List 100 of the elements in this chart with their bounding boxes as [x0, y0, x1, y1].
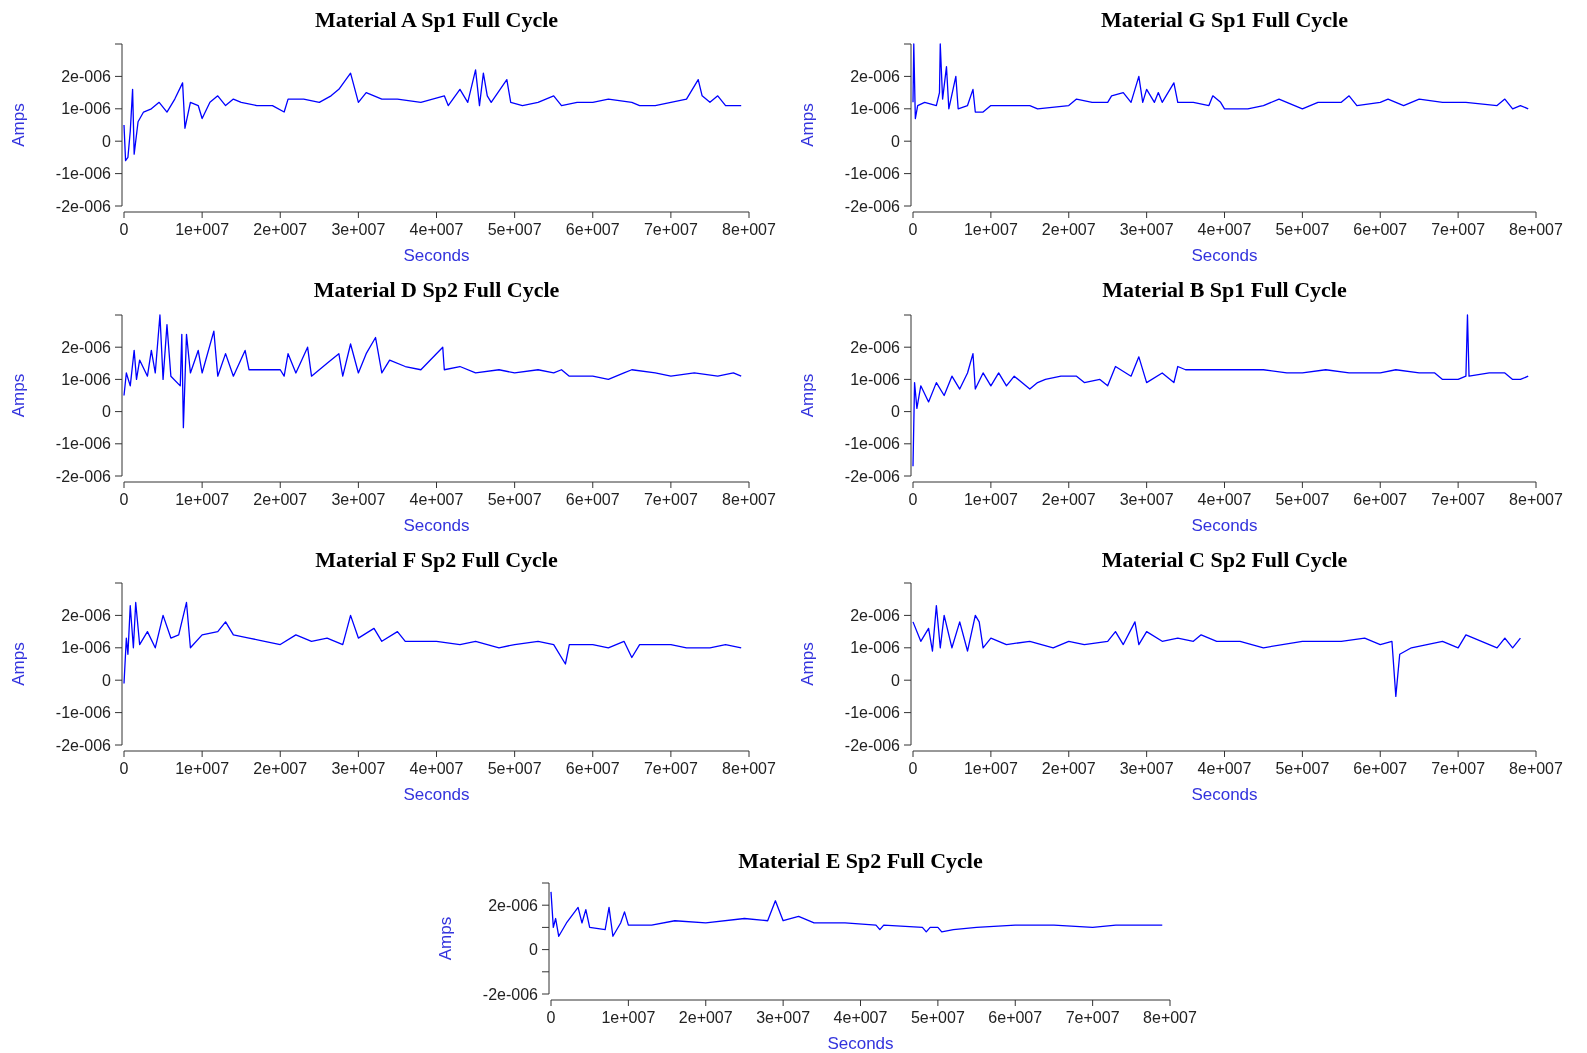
x-tick-label: 8e+007: [1509, 221, 1564, 238]
x-tick-label: 3e+007: [1119, 221, 1174, 238]
x-tick-label: 0: [119, 221, 129, 238]
y-axis-title: Amps: [798, 103, 817, 147]
chart-title: Material C Sp2 Full Cycle: [1101, 547, 1348, 572]
x-tick-label: 3e+007: [331, 221, 386, 238]
x-tick-label: 4e+007: [1197, 221, 1252, 238]
x-tick-label: 8e+007: [722, 491, 777, 508]
y-tick-label: 2e-006: [61, 338, 112, 356]
y-axis-title: Amps: [436, 916, 455, 961]
y-tick-label: 2e-006: [488, 896, 539, 914]
x-tick-label: 1e+007: [963, 491, 1018, 508]
x-tick-label: 7e+007: [1431, 760, 1486, 777]
x-tick-label: 0: [119, 760, 129, 777]
y-tick-label: -1e-006: [55, 435, 112, 453]
y-tick-label: 1e-006: [850, 371, 901, 388]
x-tick-label: 7e+007: [643, 491, 698, 508]
y-tick-label: 0: [529, 941, 539, 959]
y-tick-label: -2e-006: [844, 736, 901, 754]
x-tick-label: 2e+007: [253, 760, 308, 777]
x-tick-label: 7e+007: [643, 760, 698, 777]
x-tick-label: 7e+007: [1431, 491, 1486, 508]
chart-title: Material E Sp2 Full Cycle: [738, 848, 983, 873]
x-axis-title: Seconds: [1191, 516, 1258, 535]
x-tick-label: 8e+007: [1509, 760, 1564, 777]
x-tick-label: 6e+007: [1353, 760, 1408, 777]
x-tick-label: 0: [908, 491, 918, 508]
x-tick-label: 5e+007: [1275, 760, 1330, 777]
x-axis-title: Seconds: [1191, 246, 1258, 265]
y-tick-label: 1e-006: [61, 371, 112, 388]
x-tick-label: 2e+007: [678, 1009, 733, 1026]
y-tick-label: -2e-006: [55, 736, 112, 754]
x-tick-label: 5e+007: [1275, 221, 1330, 238]
y-tick-label: 1e-006: [61, 639, 112, 657]
x-axis-title: Seconds: [403, 246, 470, 265]
x-tick-label: 7e+007: [1431, 221, 1486, 238]
y-tick-label: -1e-006: [844, 165, 901, 183]
x-axis-title: Seconds: [403, 516, 470, 535]
x-tick-label: 3e+007: [331, 491, 386, 508]
y-tick-label: 1e-006: [61, 100, 112, 118]
x-tick-label: 7e+007: [643, 221, 698, 238]
x-tick-label: 4e+007: [1197, 491, 1252, 508]
y-tick-label: 2e-006: [850, 68, 901, 85]
x-tick-label: 7e+007: [1065, 1009, 1120, 1026]
x-tick-label: 2e+007: [253, 491, 308, 508]
y-tick-label: -1e-006: [55, 704, 112, 722]
x-tick-label: 1e+007: [175, 221, 230, 238]
y-tick-label: 0: [102, 132, 112, 150]
x-tick-label: 8e+007: [722, 221, 777, 238]
x-tick-label: 1e+007: [963, 221, 1018, 238]
x-tick-label: 8e+007: [1143, 1009, 1198, 1026]
x-tick-label: 4e+007: [833, 1009, 888, 1026]
x-tick-label: 5e+007: [910, 1009, 965, 1026]
line-series: [912, 43, 1529, 120]
x-tick-label: 0: [908, 760, 918, 777]
chart-title: Material D Sp2 Full Cycle: [313, 277, 560, 302]
line-series: [550, 891, 1163, 937]
chart-title: Material G Sp1 Full Cycle: [1101, 7, 1349, 32]
y-tick-label: -2e-006: [844, 197, 901, 215]
x-tick-label: 5e+007: [1275, 491, 1330, 508]
x-tick-label: 4e+007: [409, 221, 464, 238]
y-tick-label: -1e-006: [844, 704, 901, 722]
y-tick-label: -2e-006: [55, 197, 112, 215]
y-tick-label: 2e-006: [850, 607, 901, 624]
chart-title: Material F Sp2 Full Cycle: [315, 547, 558, 572]
x-tick-label: 3e+007: [1119, 491, 1174, 508]
line-series: [123, 69, 742, 162]
x-axis-title: Seconds: [1191, 785, 1258, 804]
x-tick-label: 2e+007: [253, 221, 308, 238]
x-tick-label: 8e+007: [1509, 491, 1564, 508]
y-tick-label: 1e-006: [850, 100, 901, 118]
y-axis-title: Amps: [9, 642, 28, 686]
y-axis-title: Amps: [9, 373, 28, 418]
x-tick-label: 6e+007: [565, 221, 620, 238]
line-series: [912, 605, 1522, 698]
x-tick-label: 1e+007: [601, 1009, 656, 1026]
x-tick-label: 1e+007: [175, 760, 230, 777]
y-tick-label: -1e-006: [55, 165, 112, 183]
y-tick-label: 1e-006: [850, 639, 901, 657]
y-tick-label: 0: [891, 671, 901, 689]
y-axis-title: Amps: [798, 642, 817, 686]
x-tick-label: 8e+007: [722, 760, 777, 777]
x-tick-label: 5e+007: [487, 491, 542, 508]
x-tick-label: 1e+007: [963, 760, 1018, 777]
x-tick-label: 4e+007: [1197, 760, 1252, 777]
y-tick-label: -2e-006: [55, 467, 112, 485]
x-tick-label: 3e+007: [331, 760, 386, 777]
x-tick-label: 1e+007: [175, 491, 230, 508]
line-series: [123, 601, 742, 685]
x-tick-label: 0: [908, 221, 918, 238]
x-tick-label: 2e+007: [1041, 491, 1096, 508]
x-tick-label: 5e+007: [487, 760, 542, 777]
x-tick-label: 2e+007: [1041, 221, 1096, 238]
x-tick-label: 3e+007: [1119, 760, 1174, 777]
x-tick-label: 6e+007: [565, 760, 620, 777]
line-series: [123, 314, 742, 429]
x-tick-label: 6e+007: [988, 1009, 1043, 1026]
y-tick-label: -2e-006: [482, 985, 539, 1003]
y-tick-label: 2e-006: [850, 338, 901, 356]
x-tick-label: 0: [119, 491, 129, 508]
